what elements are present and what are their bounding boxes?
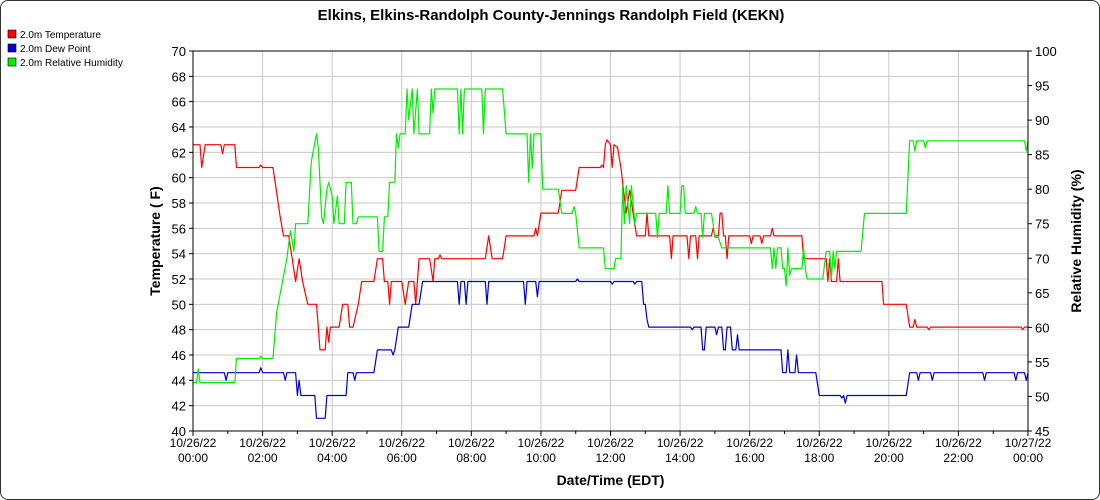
x-tick-time: 06:00 — [387, 451, 417, 465]
x-tick-time: 10:00 — [526, 451, 556, 465]
x-tick-time: 18:00 — [804, 451, 834, 465]
plot-area-border — [192, 50, 1029, 432]
x-tick-time: 00:00 — [178, 451, 208, 465]
x-tick-date: 10/26/22 — [587, 436, 634, 450]
y2-tick-label: 60 — [1035, 320, 1049, 335]
x-tick-date: 10/26/22 — [448, 436, 495, 450]
y-tick-label: 44 — [172, 373, 186, 388]
legend-swatch-2 — [7, 57, 17, 67]
y-tick-label: 46 — [172, 348, 186, 363]
x-tick-time: 12:00 — [595, 451, 625, 465]
y-tick-label: 62 — [172, 145, 186, 160]
x-tick-date: 10/26/22 — [657, 436, 704, 450]
x-tick-date: 10/27/22 — [1005, 436, 1052, 450]
x-tick-time: 04:00 — [317, 451, 347, 465]
x-tick-time: 22:00 — [943, 451, 973, 465]
x-tick-date: 10/26/22 — [796, 436, 843, 450]
x-tick-date: 10/26/22 — [309, 436, 356, 450]
legend-label-2: 2.0m Relative Humidity — [20, 58, 123, 69]
x-tick-time: 08:00 — [456, 451, 486, 465]
x-tick-date: 10/26/22 — [239, 436, 286, 450]
y-tick-label: 56 — [172, 221, 186, 236]
x-tick-date: 10/26/22 — [170, 436, 217, 450]
y2-tick-label: 75 — [1035, 217, 1049, 232]
x-tick-time: 00:00 — [1013, 451, 1043, 465]
x-tick-date: 10/26/22 — [518, 436, 565, 450]
x-tick-date: 10/26/22 — [378, 436, 425, 450]
y-tick-label: 60 — [172, 171, 186, 186]
y-tick-label: 70 — [172, 44, 186, 59]
y-tick-label: 40 — [172, 424, 186, 439]
y-tick-label: 64 — [172, 120, 186, 135]
y-tick-label: 48 — [172, 323, 186, 338]
series-line-1 — [193, 278, 1029, 419]
x-tick-date: 10/26/22 — [865, 436, 912, 450]
y2-tick-label: 65 — [1035, 286, 1049, 301]
y2-tick-label: 100 — [1035, 44, 1057, 59]
legend-swatch-1 — [7, 43, 17, 53]
y2-tick-label: 70 — [1035, 251, 1049, 266]
x-tick-date: 10/26/22 — [726, 436, 773, 450]
legend-label-1: 2.0m Dew Point — [20, 44, 91, 55]
y2-tick-label: 50 — [1035, 389, 1049, 404]
y-axis-label: Temperature ( F) — [147, 186, 163, 295]
y2-axis-label: Relative Humidity (%) — [1068, 169, 1084, 312]
y2-tick-label: 85 — [1035, 148, 1049, 163]
chart-title: Elkins, Elkins-Randolph County-Jennings … — [318, 7, 785, 24]
legend-swatch-0 — [7, 29, 17, 39]
y-tick-label: 66 — [172, 95, 186, 110]
y-tick-label: 68 — [172, 69, 186, 84]
x-tick-time: 02:00 — [248, 451, 278, 465]
y2-tick-label: 90 — [1035, 113, 1049, 128]
x-tick-date: 10/26/22 — [935, 436, 982, 450]
series-line-0 — [193, 139, 1028, 351]
x-axis-label: Date/Time (EDT) — [557, 472, 665, 488]
y2-tick-label: 80 — [1035, 182, 1049, 197]
y-tick-label: 50 — [172, 297, 186, 312]
y2-tick-label: 55 — [1035, 355, 1049, 370]
x-tick-time: 14:00 — [665, 451, 695, 465]
series-line-2 — [193, 88, 1029, 384]
y-tick-label: 52 — [172, 272, 186, 287]
y-tick-label: 54 — [172, 247, 186, 262]
x-tick-time: 20:00 — [874, 451, 904, 465]
y-tick-label: 58 — [172, 196, 186, 211]
y2-tick-label: 95 — [1035, 79, 1049, 94]
y-tick-label: 42 — [172, 399, 186, 414]
y2-tick-label: 45 — [1035, 424, 1049, 439]
x-tick-time: 16:00 — [735, 451, 765, 465]
legend-label-0: 2.0m Temperature — [20, 30, 101, 41]
